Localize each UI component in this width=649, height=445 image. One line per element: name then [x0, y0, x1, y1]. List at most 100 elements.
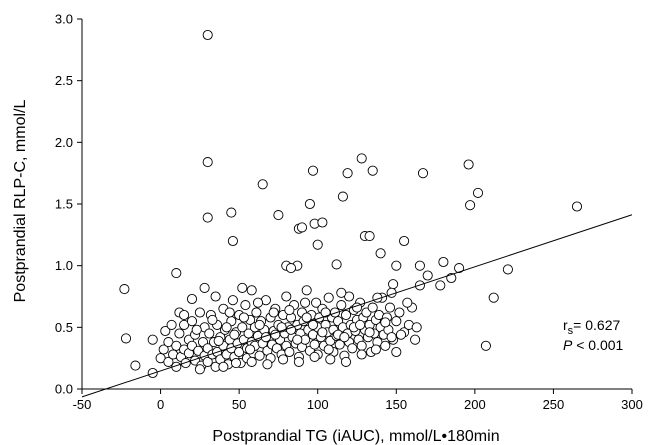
y-axis-title: Postprandial RLP-C, mmol/L: [12, 100, 29, 303]
y-tick-label: 3.0: [55, 12, 73, 27]
data-point: [391, 260, 402, 271]
data-point: [309, 339, 320, 350]
data-point: [340, 356, 352, 367]
data-point: [166, 319, 177, 330]
data-point: [380, 317, 391, 328]
data-point: [191, 324, 202, 335]
x-tick-label: 100: [307, 397, 329, 412]
data-point: [179, 309, 190, 321]
data-point: [199, 282, 210, 293]
data-point: [356, 153, 367, 164]
data-point: [257, 179, 268, 190]
data-point: [119, 284, 130, 295]
data-point: [320, 307, 331, 318]
data-point: [380, 340, 391, 351]
data-point: [331, 259, 342, 270]
rs-annotation: rs= 0.627: [563, 317, 620, 337]
x-tick-label: 50: [232, 397, 246, 412]
data-point: [130, 360, 141, 371]
data-point: [367, 165, 378, 176]
data-point: [342, 168, 353, 179]
data-point: [238, 312, 249, 323]
data-point: [301, 285, 312, 296]
data-point: [465, 200, 476, 211]
data-point: [336, 300, 347, 311]
data-point: [386, 332, 397, 343]
data-point: [285, 324, 297, 335]
data-point: [268, 307, 279, 318]
data-point: [402, 297, 413, 308]
data-point: [340, 309, 352, 321]
x-tick-label: 150: [385, 397, 407, 412]
data-point: [237, 322, 248, 333]
y-ticks: 0.0 0.5 1.0 1.5 2.0 2.5 3.0: [55, 12, 82, 397]
data-point: [375, 248, 386, 259]
data-point: [472, 187, 484, 198]
data-point: [246, 356, 257, 367]
data-point: [323, 292, 334, 303]
data-point: [240, 300, 251, 311]
data-point: [207, 314, 218, 325]
data-point: [213, 335, 224, 346]
data-point: [391, 346, 402, 358]
data-point: [160, 325, 171, 337]
data-point: [364, 231, 375, 242]
data-point: [158, 344, 169, 355]
data-point: [229, 329, 240, 340]
data-point: [163, 356, 174, 367]
data-point: [391, 316, 402, 327]
data-point: [246, 285, 257, 296]
data-point: [311, 297, 322, 308]
rs-subscript: s: [568, 325, 574, 337]
data-point: [317, 327, 328, 338]
data-point: [323, 344, 334, 355]
data-point: [367, 302, 378, 313]
data-point: [356, 340, 367, 351]
data-point: [325, 354, 336, 365]
data-point: [293, 356, 304, 367]
rs-symbol: r: [563, 317, 568, 333]
data-point: [230, 358, 242, 369]
data-point: [221, 322, 232, 333]
y-tick-label: 1.0: [55, 258, 73, 273]
data-point: [285, 263, 297, 274]
data-points: [119, 29, 583, 379]
y-tick-label: 0.0: [55, 382, 73, 397]
data-point: [243, 328, 254, 339]
data-point: [254, 350, 265, 361]
data-point: [417, 168, 429, 179]
data-point: [336, 287, 347, 298]
data-point: [202, 212, 213, 223]
x-tick-label: 200: [464, 397, 486, 412]
data-point: [204, 328, 215, 339]
data-point: [284, 346, 295, 358]
data-point: [384, 302, 396, 313]
p-symbol: P: [563, 337, 573, 353]
data-point: [120, 333, 132, 344]
data-point: [227, 295, 238, 306]
data-point: [186, 316, 198, 327]
data-point: [296, 222, 308, 233]
data-point: [251, 307, 262, 318]
y-tick-label: 2.0: [55, 135, 73, 150]
data-point: [273, 210, 284, 221]
data-point: [202, 157, 213, 168]
data-point: [194, 307, 205, 318]
data-point: [227, 235, 238, 247]
y-tick-label: 0.5: [55, 320, 73, 335]
data-point: [438, 256, 449, 268]
x-tick-label: 0: [157, 397, 164, 412]
data-point: [301, 312, 312, 323]
data-point: [174, 328, 185, 339]
data-point: [194, 364, 205, 375]
data-point: [252, 297, 264, 308]
data-point: [337, 191, 348, 202]
data-point: [300, 297, 311, 308]
data-point: [355, 319, 366, 330]
p-annotation: P < 0.001: [563, 337, 624, 353]
data-point: [312, 239, 323, 250]
data-point: [226, 207, 237, 218]
p-value: < 0.001: [572, 337, 623, 353]
data-point: [202, 356, 213, 367]
